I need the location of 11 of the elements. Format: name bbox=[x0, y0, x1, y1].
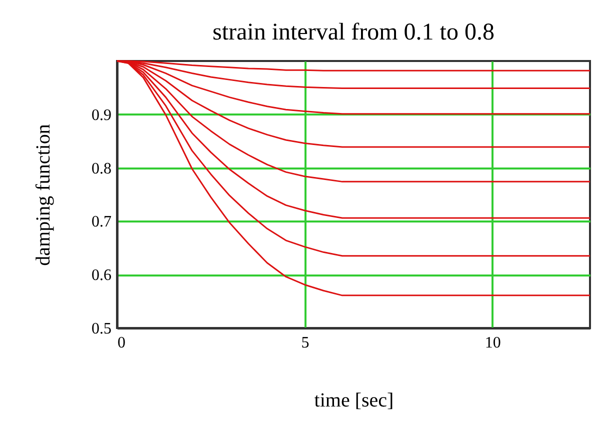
chart-title: strain interval from 0.1 to 0.8 bbox=[212, 19, 494, 46]
y-axis-title: damping function bbox=[32, 124, 54, 266]
x-tick-label: 5 bbox=[301, 334, 310, 352]
y-tick-label: 0.6 bbox=[92, 267, 112, 284]
x-tick-label: 10 bbox=[484, 334, 501, 352]
x-axis-title: time [sec] bbox=[314, 390, 394, 412]
x-tick-label: 0 bbox=[118, 334, 126, 352]
y-tick-label: 0.7 bbox=[92, 214, 112, 231]
y-tick-label: 0.5 bbox=[92, 320, 112, 338]
y-tick-label: 0.8 bbox=[92, 160, 112, 178]
y-tick-label: 0.9 bbox=[92, 106, 112, 124]
